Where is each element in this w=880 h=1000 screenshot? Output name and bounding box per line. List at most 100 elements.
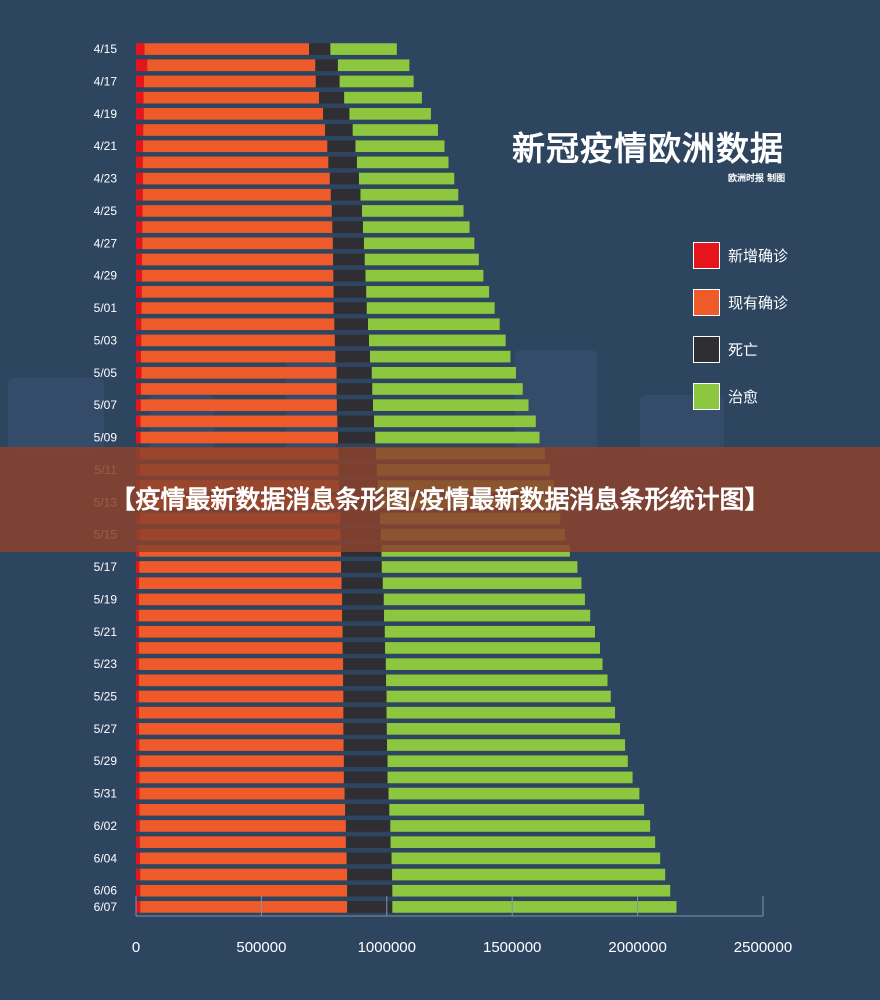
bar-segment bbox=[343, 690, 387, 703]
bar-segment bbox=[390, 820, 651, 832]
x-tick-label: 1500000 bbox=[483, 939, 541, 956]
bar-segment bbox=[139, 577, 342, 590]
x-axis-ticks: 0 500000 1000000 1500000 2000000 2500000 bbox=[132, 896, 792, 956]
bar-segment bbox=[136, 43, 145, 55]
bar-segment bbox=[389, 803, 645, 816]
bar-segment bbox=[329, 172, 359, 185]
bar-segment bbox=[142, 188, 331, 201]
bar-segment bbox=[346, 852, 392, 865]
bar-segment bbox=[139, 593, 343, 606]
bar-segment bbox=[362, 221, 470, 233]
bar-segment bbox=[384, 609, 591, 622]
bar-segment bbox=[386, 723, 621, 735]
y-tick-label: 5/31 bbox=[94, 787, 118, 801]
bar-segment bbox=[332, 221, 363, 233]
y-tick-label: 6/04 bbox=[94, 851, 118, 865]
legend-swatch bbox=[693, 289, 720, 316]
bar-segment bbox=[139, 561, 342, 573]
bar-segment bbox=[332, 237, 364, 250]
bar-segment bbox=[136, 674, 140, 687]
bar-segment bbox=[356, 156, 449, 169]
bar-segment bbox=[136, 253, 143, 266]
bar-segment bbox=[375, 431, 540, 444]
bar-segment bbox=[141, 302, 334, 314]
y-tick-label: 4/19 bbox=[94, 107, 118, 121]
bar-segment bbox=[141, 318, 335, 331]
bar-segment bbox=[139, 642, 343, 654]
chart-title: 新冠疫情欧洲数据 bbox=[512, 129, 784, 168]
bar-segment bbox=[136, 156, 143, 169]
bar-segment bbox=[333, 269, 366, 282]
y-tick-label: 4/21 bbox=[94, 139, 118, 153]
bar-segment bbox=[139, 723, 344, 735]
bar-segment bbox=[365, 269, 484, 282]
bar-segment bbox=[327, 140, 356, 153]
bar-segment bbox=[142, 237, 333, 250]
y-tick-label: 5/21 bbox=[94, 625, 118, 639]
bar-segment bbox=[136, 836, 140, 848]
y-tick-label: 5/27 bbox=[94, 722, 118, 736]
bar-segment bbox=[139, 625, 343, 638]
x-tick-label: 0 bbox=[132, 939, 140, 956]
bar-segment bbox=[136, 124, 144, 136]
bar-segment bbox=[140, 399, 337, 411]
bar-segment bbox=[344, 91, 422, 104]
legend-label: 死亡 bbox=[728, 341, 759, 359]
bar-segment bbox=[333, 253, 365, 266]
y-tick-label: 5/09 bbox=[94, 431, 118, 445]
x-tick-label: 2500000 bbox=[734, 939, 792, 956]
bar-segment bbox=[342, 642, 386, 654]
bar-segment bbox=[392, 868, 666, 881]
bar-segment bbox=[333, 302, 367, 314]
bar-segment bbox=[367, 318, 500, 331]
bar-segment bbox=[336, 366, 372, 379]
bar-segment bbox=[325, 124, 353, 136]
bar-segment bbox=[143, 140, 328, 153]
bar-segment bbox=[136, 884, 141, 897]
bar-segment bbox=[358, 172, 455, 185]
bar-segment bbox=[338, 431, 376, 444]
bar-segment bbox=[343, 706, 387, 719]
legend: 新增确诊 现有确诊 死亡 治愈 bbox=[693, 241, 788, 429]
y-tick-label: 5/25 bbox=[94, 690, 118, 704]
bar-segment bbox=[383, 593, 585, 606]
bar-segment bbox=[361, 205, 464, 217]
bar-segment bbox=[345, 836, 391, 848]
bar-segment bbox=[139, 820, 346, 832]
bar-segment bbox=[345, 803, 390, 816]
bar-segment bbox=[140, 431, 339, 444]
y-tick-label: 4/15 bbox=[94, 42, 118, 56]
bar-segment bbox=[142, 253, 334, 266]
y-tick-label: 4/25 bbox=[94, 204, 118, 218]
y-tick-label: 4/27 bbox=[94, 236, 118, 250]
bar-segment bbox=[136, 302, 142, 314]
bar-segment bbox=[343, 723, 387, 735]
y-tick-label: 4/17 bbox=[94, 74, 118, 88]
bar-segment bbox=[347, 884, 393, 897]
bar-segment bbox=[343, 755, 388, 768]
bar-segment bbox=[136, 399, 141, 411]
legend-label: 现有确诊 bbox=[728, 294, 789, 312]
y-tick-label: 6/02 bbox=[94, 819, 118, 833]
bar-segment bbox=[344, 787, 389, 800]
bar-segment bbox=[309, 43, 331, 55]
y-tick-label: 6/06 bbox=[94, 884, 118, 898]
bar-segment bbox=[342, 609, 385, 622]
bar-segment bbox=[136, 188, 143, 201]
bar-segment bbox=[339, 75, 414, 88]
bar-segment bbox=[136, 366, 142, 379]
bar-segment bbox=[341, 561, 382, 573]
bar-segment bbox=[392, 901, 677, 913]
bar-segment bbox=[136, 205, 143, 217]
bar-segment bbox=[139, 609, 343, 622]
bar-segment bbox=[387, 755, 628, 768]
bar-segment bbox=[323, 108, 350, 120]
y-tick-label: 5/23 bbox=[94, 657, 118, 671]
bar-segment bbox=[334, 334, 369, 347]
bar-segment bbox=[136, 59, 148, 72]
bar-segment bbox=[355, 140, 445, 153]
bar-segment bbox=[386, 690, 611, 703]
bar-segment bbox=[136, 787, 140, 800]
x-tick-label: 2000000 bbox=[608, 939, 666, 956]
